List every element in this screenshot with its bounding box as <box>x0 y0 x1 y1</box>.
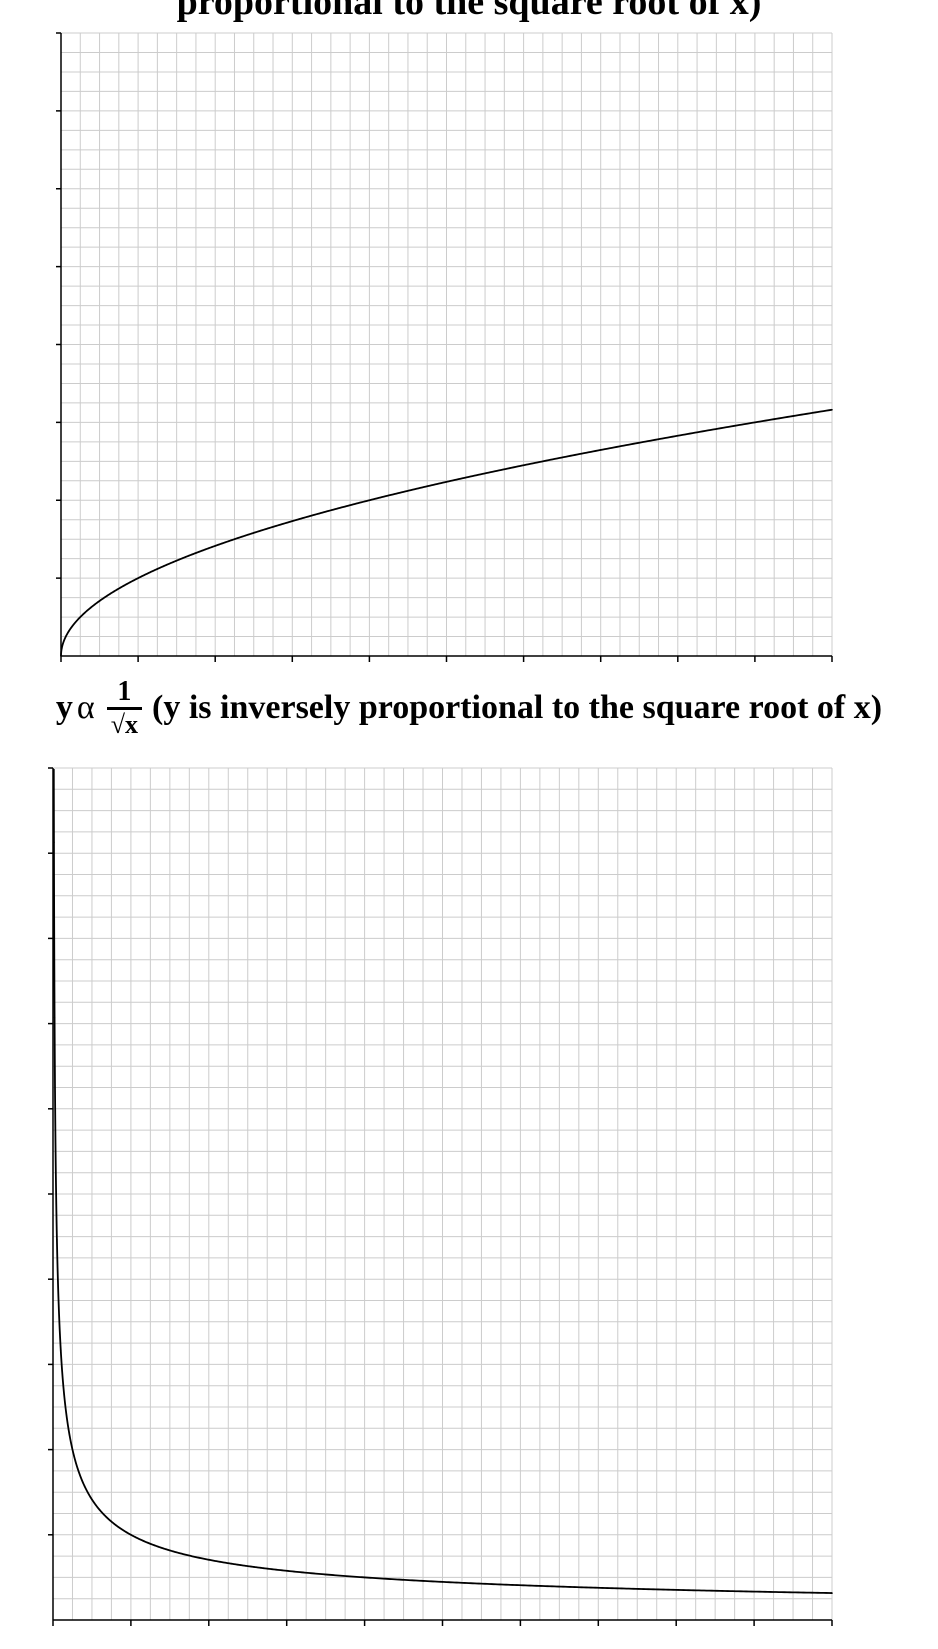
chart1-data-point <box>445 481 448 483</box>
chart2-data-point <box>519 1584 522 1587</box>
chart2-data-point <box>597 1586 600 1589</box>
chart2-title-text: (y is inversely proportional to the squa… <box>152 689 883 726</box>
chart2-title-numerator: 1 <box>117 675 132 707</box>
chart1-curve <box>60 408 833 656</box>
chart2-data-point <box>67 1428 70 1431</box>
chart1-data-point <box>677 434 679 437</box>
chart2-data-point <box>208 1558 210 1561</box>
chart2-title-alpha: α <box>76 689 95 726</box>
chart2-data-point <box>56 1238 58 1240</box>
chart1-data-point <box>291 520 294 522</box>
chart2-data-point <box>441 1581 444 1583</box>
chart2-title: y α 1 √x (y is inversely proportional to… <box>0 660 938 756</box>
chart2-data-point <box>363 1576 366 1579</box>
chart2-curve <box>52 768 833 1594</box>
chart1-data-point <box>60 655 62 657</box>
chart2-data-point <box>91 1498 93 1501</box>
chart1-data-point <box>831 408 833 411</box>
chart1-data-point <box>522 464 525 467</box>
chart2-data-point <box>285 1570 288 1572</box>
chart2-data-point <box>130 1534 132 1536</box>
chart2-title-denominator: √x <box>106 706 143 740</box>
chart1-data-point <box>60 647 63 650</box>
chart2-data-point <box>59 1349 62 1352</box>
chart1-data-point <box>67 630 70 633</box>
chart2-data-point <box>831 1592 833 1594</box>
chart2-title-fraction: 1 √x <box>106 675 143 740</box>
chart1-plot <box>56 32 833 662</box>
chart2-plot <box>48 767 833 1626</box>
chart2-data-point <box>675 1589 677 1591</box>
chart1-data-point <box>98 600 101 602</box>
chart1-data-point <box>214 545 216 547</box>
chart2-data-point <box>53 1016 56 1019</box>
chart2-title-y: y <box>55 689 73 726</box>
chart2-data-point <box>753 1590 755 1593</box>
chart2-data-point <box>53 841 55 843</box>
chart1-data-point <box>368 499 371 502</box>
chart1-title: proportional to the square root of x) <box>176 0 762 23</box>
chart1-data-point <box>137 577 139 579</box>
chart1-data-point <box>599 449 602 451</box>
chart1-data-point <box>754 421 756 424</box>
